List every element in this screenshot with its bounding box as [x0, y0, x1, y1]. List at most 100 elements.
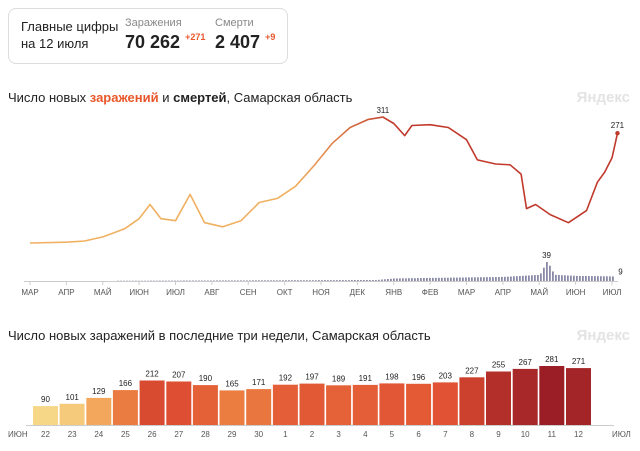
month-label: МАЙ	[530, 288, 548, 297]
death-bar	[369, 280, 371, 281]
bar	[219, 390, 245, 425]
death-bar	[351, 280, 353, 281]
bar-value-label: 267	[519, 358, 533, 367]
bar	[112, 390, 138, 425]
death-bar	[354, 280, 356, 281]
death-bar	[447, 277, 449, 281]
bar-value-label: 255	[492, 361, 506, 370]
month-label: НОЯ	[312, 288, 330, 297]
death-bar	[507, 276, 509, 281]
bar	[432, 382, 458, 425]
death-bar	[576, 275, 578, 281]
month-label: МАР	[21, 288, 38, 297]
month-label: АПР	[495, 288, 511, 297]
bar	[272, 384, 298, 425]
bar-category-label: 6	[416, 430, 421, 439]
death-bar	[444, 277, 446, 281]
death-bar	[402, 278, 404, 281]
death-bar	[480, 277, 482, 281]
death-bar	[237, 280, 239, 281]
summary-card: Главные цифры на 12 июля Заражения 70 262…	[8, 8, 288, 64]
bar	[59, 403, 85, 425]
death-bar	[423, 278, 425, 281]
death-bar	[534, 275, 536, 281]
death-bar	[201, 280, 203, 281]
death-bar	[195, 280, 197, 281]
death-bar	[363, 280, 365, 281]
death-bar	[510, 276, 512, 281]
death-bar	[378, 279, 380, 281]
death-bar	[525, 275, 527, 281]
death-bar	[450, 277, 452, 281]
death-bar	[327, 280, 329, 281]
death-bar	[399, 278, 401, 281]
death-bar	[309, 280, 311, 281]
month-label: АПР	[58, 288, 74, 297]
death-bar	[279, 280, 281, 281]
death-bar	[606, 276, 608, 281]
month-label: МАЙ	[94, 288, 112, 297]
death-bar	[312, 280, 314, 281]
month-label: ОКТ	[277, 288, 293, 297]
bar-value-label: 101	[66, 393, 80, 402]
bar	[512, 368, 538, 425]
cases-series-line	[29, 116, 619, 244]
death-bar	[561, 275, 563, 281]
last-deaths-annotation: 9	[618, 267, 623, 276]
death-bar	[222, 280, 224, 281]
death-bar	[204, 280, 206, 281]
death-bar	[315, 280, 317, 281]
death-bar	[300, 280, 302, 281]
bar-category-label: 30	[254, 430, 263, 439]
summary-label: Главные цифры на 12 июля	[21, 19, 119, 51]
bar-value-label: 281	[545, 355, 559, 364]
death-bar	[198, 280, 200, 281]
death-bar	[489, 277, 491, 281]
death-bar	[441, 277, 443, 281]
cases-delta: +271	[185, 32, 206, 42]
death-bar	[411, 278, 413, 281]
death-bar	[219, 280, 221, 281]
bar-category-label: 5	[390, 430, 395, 439]
death-bar	[501, 276, 503, 281]
death-bar	[594, 276, 596, 281]
death-bar	[420, 278, 422, 281]
death-bar	[432, 277, 434, 281]
bar-value-label: 227	[465, 366, 479, 375]
death-bar	[564, 275, 566, 281]
month-label: ИЮЛ	[603, 288, 622, 297]
death-bar	[591, 276, 593, 281]
bar	[86, 397, 112, 425]
month-label: МАР	[458, 288, 475, 297]
death-bar	[522, 275, 524, 281]
bar-category-label: 10	[521, 430, 530, 439]
death-bar	[261, 280, 263, 281]
bar-value-label: 203	[439, 371, 453, 380]
bar-category-label: 25	[121, 430, 130, 439]
bar-value-label: 198	[385, 372, 399, 381]
bar-value-label: 212	[145, 370, 159, 379]
death-bar	[207, 280, 209, 281]
bar	[566, 368, 591, 425]
yandex-watermark-bottom: Яндекс	[576, 327, 630, 344]
bar-category-label: 9	[496, 430, 501, 439]
bar-chart-title: Число новых заражений в последние три не…	[8, 328, 431, 343]
death-bar	[330, 280, 332, 281]
death-bar	[381, 279, 383, 281]
death-bar	[297, 280, 299, 281]
bar-category-label: 26	[148, 430, 157, 439]
bar	[246, 389, 272, 425]
bar-category-label: 23	[68, 430, 77, 439]
death-bar	[528, 275, 530, 281]
death-bar	[282, 280, 284, 281]
death-bar	[366, 280, 368, 281]
bar-value-label: 129	[92, 387, 106, 396]
death-bar	[294, 280, 296, 281]
death-bar	[609, 276, 611, 281]
death-bar	[357, 280, 359, 281]
bar-category-label: 8	[470, 430, 475, 439]
death-bar	[612, 276, 614, 281]
death-bar	[189, 280, 191, 281]
deaths-delta: +9	[265, 32, 276, 42]
death-bar	[582, 276, 584, 281]
